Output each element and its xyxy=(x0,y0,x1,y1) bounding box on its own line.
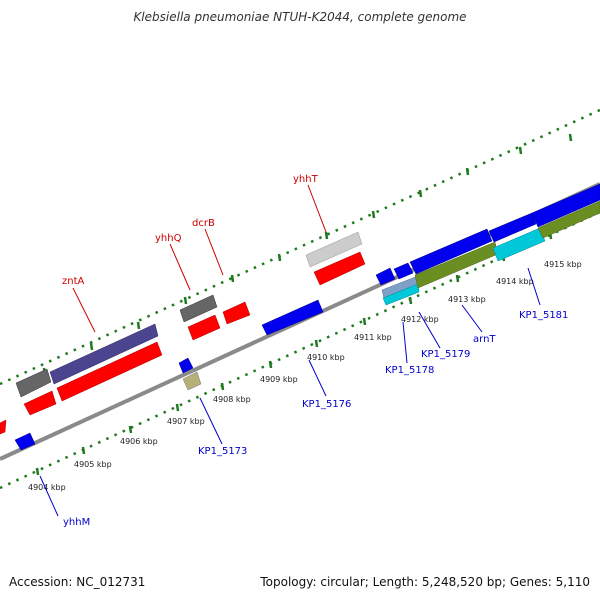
gene-label-reverse[interactable]: yhhM xyxy=(63,517,90,528)
cds-feature[interactable] xyxy=(382,283,420,306)
cds-feature[interactable] xyxy=(182,371,202,391)
cds-feature[interactable] xyxy=(14,432,36,451)
cds-feature[interactable] xyxy=(375,267,396,286)
tick-label: 4909 kbp xyxy=(260,375,298,384)
outer-tick-ring xyxy=(0,108,600,386)
tick-label: 4913 kbp xyxy=(448,295,486,304)
gene-label-forward[interactable]: yhhT xyxy=(293,174,319,185)
map-title: Klebsiella pneumoniae NTUH-K2044, comple… xyxy=(133,10,467,24)
tick-label: 4911 kbp xyxy=(354,333,392,342)
genome-summary-text: Topology: circular; Length: 5,248,520 bp… xyxy=(260,575,590,589)
tick-label: 4907 kbp xyxy=(167,417,205,426)
cds-feature[interactable] xyxy=(305,231,363,268)
cds-feature[interactable] xyxy=(179,294,218,323)
cds-feature[interactable] xyxy=(488,212,537,243)
tick-label: 4910 kbp xyxy=(307,353,345,362)
cds-feature[interactable] xyxy=(492,227,546,262)
forward-gene-labels: zntA yhhQ dcrB yhhT xyxy=(62,174,327,333)
tick-label: 4908 kbp xyxy=(213,395,251,404)
gene-label-reverse[interactable]: arnT xyxy=(473,334,496,345)
cds-feature[interactable] xyxy=(0,419,7,435)
accession-text: Accession: NC_012731 xyxy=(9,575,146,589)
cds-feature[interactable] xyxy=(393,262,414,280)
cds-feature[interactable] xyxy=(15,368,52,398)
cds-feature[interactable] xyxy=(531,183,600,228)
tick-label: 4915 kbp xyxy=(544,260,582,269)
gene-label-reverse[interactable]: KP1_5181 xyxy=(519,310,568,321)
gene-label-reverse[interactable]: KP1_5179 xyxy=(421,349,470,360)
gene-label-reverse[interactable]: KP1_5176 xyxy=(302,399,351,410)
cds-feature[interactable] xyxy=(23,390,57,416)
cds-feature[interactable] xyxy=(222,301,251,325)
outer-major-ticks xyxy=(42,133,573,376)
reverse-strand-genes xyxy=(14,183,600,451)
gene-label-forward[interactable]: dcrB xyxy=(192,218,215,229)
gene-label-forward[interactable]: zntA xyxy=(62,276,85,287)
cds-feature[interactable] xyxy=(313,251,366,286)
tick-label: 4912 kbp xyxy=(401,315,439,324)
tick-label: 4906 kbp xyxy=(120,437,158,446)
cds-feature[interactable] xyxy=(537,200,600,239)
forward-strand-genes xyxy=(0,231,366,435)
gene-label-reverse[interactable]: KP1_5173 xyxy=(198,446,247,457)
reverse-gene-labels: yhhM KP1_5173 KP1_5176 KP1_5178 KP1_5179… xyxy=(39,267,568,528)
cds-feature[interactable] xyxy=(49,323,159,385)
cds-feature[interactable] xyxy=(409,228,493,275)
gene-label-reverse[interactable]: KP1_5178 xyxy=(385,365,434,376)
gene-label-forward[interactable]: yhhQ xyxy=(155,233,182,244)
cds-feature[interactable] xyxy=(187,314,221,341)
tick-label: 4914 kbp xyxy=(496,277,534,286)
cds-feature[interactable] xyxy=(261,299,324,336)
cds-feature[interactable] xyxy=(178,357,194,374)
cds-feature[interactable] xyxy=(56,341,163,402)
tick-label: 4904 kbp xyxy=(28,483,66,492)
tick-label: 4905 kbp xyxy=(74,460,112,469)
kbp-tick-labels: 4904 kbp 4905 kbp 4906 kbp 4907 kbp 4908… xyxy=(28,260,582,492)
